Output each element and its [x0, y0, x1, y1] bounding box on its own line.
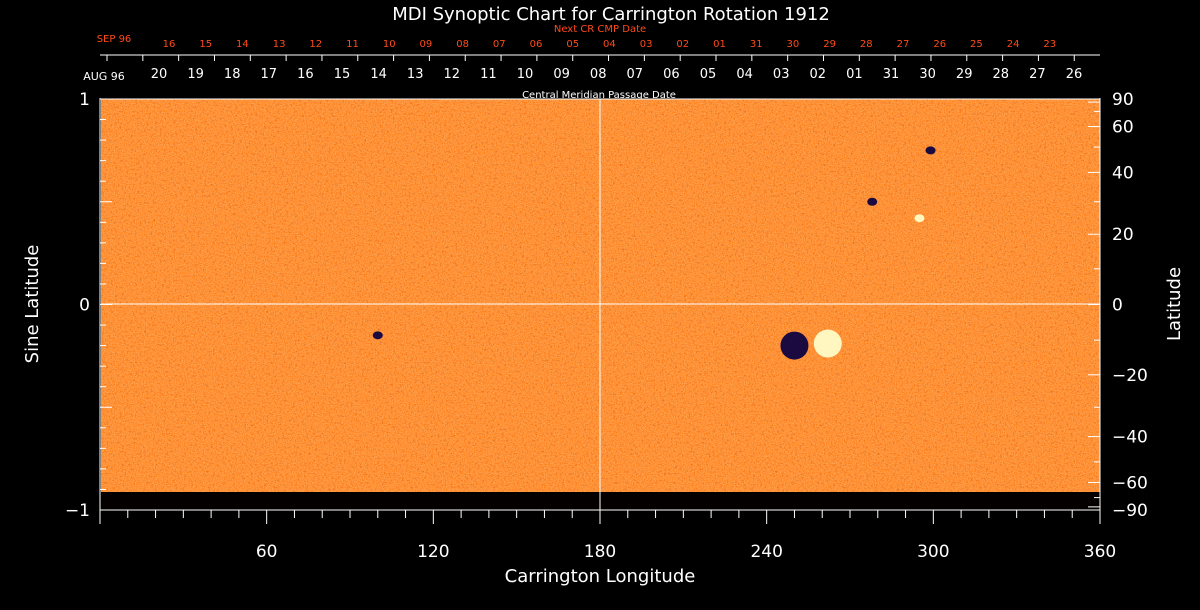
next-date-label: 26 [933, 39, 946, 50]
next-month-label: SEP 96 [97, 34, 132, 45]
latitude-tick-label: −90 [1112, 501, 1148, 521]
y-axis-label-left: Sine Latitude [22, 245, 43, 364]
cmp-date-label: 15 [334, 67, 351, 82]
negative-field-patch [372, 331, 383, 340]
next-date-label: 13 [273, 39, 286, 50]
next-date-label: 01 [713, 39, 726, 50]
next-date-label: 08 [456, 39, 469, 50]
cmp-date-label: 11 [480, 67, 497, 82]
next-date-label: 29 [823, 39, 836, 50]
cmp-date-label: 28 [993, 67, 1010, 82]
next-date-label: 15 [199, 39, 212, 50]
next-date-label: 24 [1007, 39, 1020, 50]
sine-latitude-tick-label: 1 [79, 90, 90, 110]
cmp-month-label: AUG 96 [83, 70, 125, 83]
cmp-date-label: 30 [919, 67, 936, 82]
next-date-label: 05 [566, 39, 579, 50]
latitude-tick-label: −60 [1112, 473, 1148, 493]
latitude-axis: 90 60 40 20 0 −20 −40 −60 −90 [1088, 90, 1148, 521]
cmp-date-label: 10 [517, 67, 534, 82]
negative-field-patch [867, 197, 878, 206]
next-date-label: 02 [676, 39, 689, 50]
chart-title: MDI Synoptic Chart for Carrington Rotati… [392, 4, 830, 25]
longitude-tick-label: 60 [256, 542, 278, 562]
cmp-date-label: 07 [627, 67, 644, 82]
positive-field-patch [914, 214, 925, 223]
longitude-tick-label: 240 [750, 542, 782, 562]
field-features [372, 146, 936, 360]
cmp-date-label: 16 [297, 67, 314, 82]
longitude-axis: 60 120 180 240 300 360 [99, 510, 1116, 562]
cmp-axis: AUG 96 20 19 18 17 16 15 14 13 12 11 10 09 08 07 06 05 0… [83, 54, 1100, 101]
cmp-date-label: 06 [663, 67, 680, 82]
next-axis-title: Next CR CMP Date [554, 24, 646, 35]
next-date-label: 06 [530, 39, 543, 50]
cmp-axis-ticks [106, 55, 1075, 61]
next-date-label: 25 [970, 39, 983, 50]
next-date-label: 10 [383, 39, 396, 50]
cmp-date-label: 20 [151, 67, 168, 82]
latitude-tick-label: 60 [1112, 118, 1134, 138]
next-date-label: 12 [309, 39, 322, 50]
magnetogram-field [101, 99, 1100, 510]
cmp-date-label: 04 [736, 67, 753, 82]
cmp-date-label: 27 [1029, 67, 1046, 82]
longitude-tick-label: 120 [417, 542, 449, 562]
cmp-date-label: 01 [846, 67, 863, 82]
next-date-label: 11 [346, 39, 359, 50]
sine-latitude-tick-label: −1 [65, 501, 90, 521]
cmp-date-label: 26 [1066, 67, 1083, 82]
cmp-date-label: 31 [883, 67, 900, 82]
cmp-date-label: 09 [553, 67, 570, 82]
longitude-tick-label: 180 [584, 542, 616, 562]
cmp-date-labels: 20 19 18 17 16 15 14 13 12 11 10 09 08 07 06 05 04 03 02 01… [151, 67, 1083, 82]
next-date-label: 14 [236, 39, 249, 50]
cmp-axis-title: Central Meridian Passage Date [522, 90, 676, 101]
next-date-label: 16 [163, 39, 176, 50]
positive-field-patch [813, 329, 842, 358]
next-date-label: 03 [640, 39, 653, 50]
cmp-date-label: 17 [261, 67, 278, 82]
cmp-date-label: 12 [444, 67, 461, 82]
latitude-tick-label: −20 [1112, 366, 1148, 386]
cmp-date-label: 08 [590, 67, 607, 82]
latitude-tick-label: 0 [1112, 296, 1123, 316]
next-date-label: 30 [787, 39, 800, 50]
sine-latitude-axis: 1 0 −1 [65, 90, 112, 521]
longitude-tick-label: 360 [1084, 542, 1116, 562]
next-date-label: 31 [750, 39, 763, 50]
cmp-date-label: 02 [810, 67, 827, 82]
cmp-date-label: 14 [370, 67, 387, 82]
latitude-tick-label: 40 [1112, 163, 1134, 183]
next-date-labels: 16 15 14 13 12 11 10 09 08 07 06 05 04 03 02 01 31 30 29 28… [163, 39, 1057, 50]
next-date-label: 27 [897, 39, 910, 50]
next-date-label: 07 [493, 39, 506, 50]
cmp-date-label: 05 [700, 67, 717, 82]
next-date-label: 09 [420, 39, 433, 50]
cmp-date-label: 29 [956, 67, 973, 82]
x-axis-label: Carrington Longitude [505, 566, 696, 587]
next-date-label: 23 [1043, 39, 1056, 50]
latitude-tick-label: 90 [1112, 90, 1134, 110]
sine-latitude-tick-label: 0 [79, 296, 90, 316]
cmp-date-label: 13 [407, 67, 424, 82]
negative-field-patch [925, 146, 936, 155]
next-date-label: 04 [603, 39, 616, 50]
negative-field-patch [780, 331, 809, 360]
longitude-tick-label: 300 [917, 542, 949, 562]
latitude-tick-label: 20 [1112, 225, 1134, 245]
cmp-date-label: 19 [187, 67, 204, 82]
y-axis-label-right: Latitude [1164, 267, 1185, 341]
cmp-date-label: 18 [224, 67, 241, 82]
latitude-tick-label: −40 [1112, 428, 1148, 448]
cmp-date-label: 03 [773, 67, 790, 82]
next-cr-axis: SEP 96 Next CR CMP Date 16 15 14 13 12 11 10 09… [97, 24, 1056, 50]
next-date-label: 28 [860, 39, 873, 50]
